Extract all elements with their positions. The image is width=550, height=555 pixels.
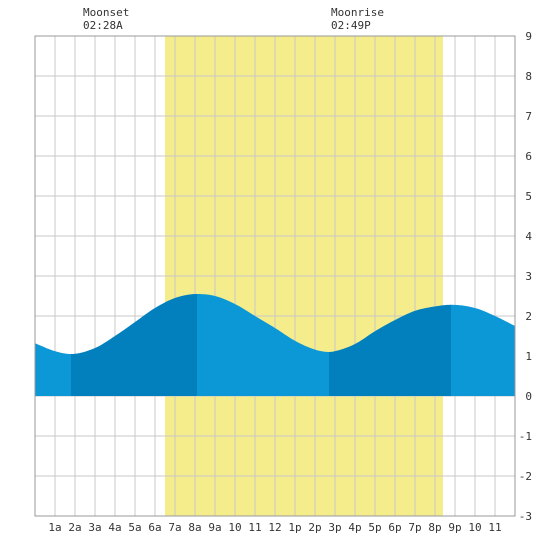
x-tick-label: 11 — [488, 521, 501, 534]
x-tick-label: 4a — [108, 521, 121, 534]
x-tick-label: 9p — [448, 521, 461, 534]
x-tick-label: 8p — [428, 521, 441, 534]
x-tick-label: 5p — [368, 521, 381, 534]
tide-area-rising — [329, 304, 451, 396]
tide-area-rising — [71, 294, 197, 396]
tide-area-falling — [35, 343, 71, 396]
x-tick-label: 6p — [388, 521, 401, 534]
y-tick-label: -1 — [519, 430, 532, 443]
x-tick-label: 8a — [188, 521, 201, 534]
x-tick-label: 3a — [88, 521, 101, 534]
x-tick-label: 9a — [208, 521, 221, 534]
plot-frame — [34, 35, 516, 517]
x-tick-label: 5a — [128, 521, 141, 534]
y-tick-label: 0 — [525, 390, 532, 403]
tide-area-falling — [197, 294, 329, 396]
y-tick-label: 5 — [525, 190, 532, 203]
x-tick-label: 2a — [68, 521, 81, 534]
tide-area-falling — [451, 304, 515, 396]
y-tick-label: 1 — [525, 350, 532, 363]
y-tick-label: 7 — [525, 110, 532, 123]
y-tick-label: 2 — [525, 310, 532, 323]
moonrise-time: 02:49P — [331, 19, 371, 32]
moonset-time: 02:28A — [83, 19, 123, 32]
y-tick-label: 3 — [525, 270, 532, 283]
x-tick-label: 7a — [168, 521, 181, 534]
x-tick-label: 3p — [328, 521, 341, 534]
x-tick-label: 10 — [468, 521, 481, 534]
x-tick-label: 2p — [308, 521, 321, 534]
x-tick-label: 7p — [408, 521, 421, 534]
y-tick-label: 8 — [525, 70, 532, 83]
x-tick-label: 6a — [148, 521, 161, 534]
x-tick-label: 1a — [48, 521, 61, 534]
y-tick-label: 9 — [525, 30, 532, 43]
x-tick-label: 1p — [288, 521, 301, 534]
x-tick-label: 10 — [228, 521, 241, 534]
moonrise-label: Moonrise — [331, 6, 384, 19]
y-tick-label: 6 — [525, 150, 532, 163]
x-tick-label: 12 — [268, 521, 281, 534]
x-tick-label: 11 — [248, 521, 261, 534]
moonset-label: Moonset — [83, 6, 129, 19]
y-tick-label: -3 — [519, 510, 532, 523]
x-tick-label: 4p — [348, 521, 361, 534]
y-tick-label: 4 — [525, 230, 532, 243]
y-tick-label: -2 — [519, 470, 532, 483]
